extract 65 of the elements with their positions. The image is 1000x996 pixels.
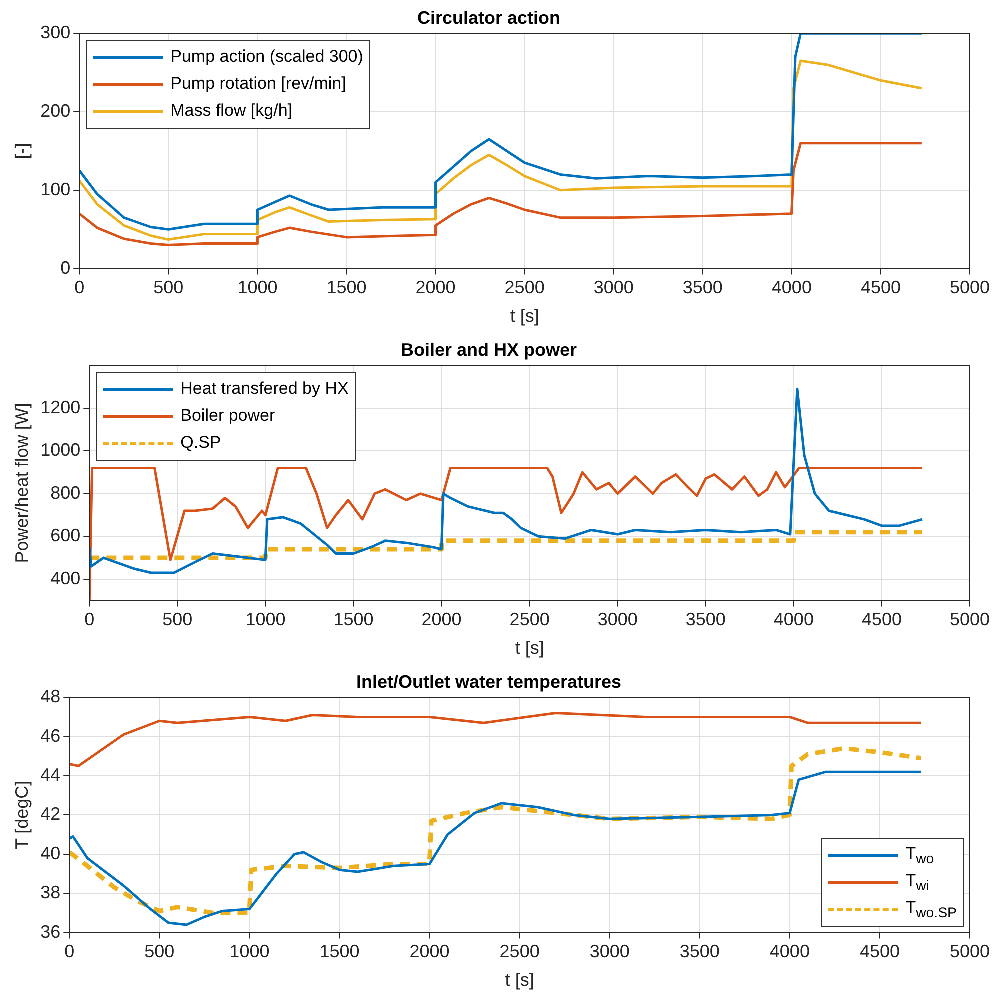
x-tick-label: 1000 — [238, 278, 278, 298]
legend-label: T$_{wo.SP}$ — [906, 898, 957, 921]
x-tick-label: 4500 — [860, 942, 900, 962]
legend-label: Pump rotation [rev/min] — [170, 74, 346, 94]
x-tick-label: 5000 — [950, 942, 990, 962]
y-axis-title: [-] — [12, 143, 32, 160]
chart-title: Boiler and HX power — [400, 340, 578, 360]
legend-label: Heat transfered by HX — [180, 379, 349, 400]
y-tick-label: 42 — [40, 804, 61, 824]
chart-title: Circulator action — [417, 8, 561, 28]
x-tick-label: 500 — [144, 942, 175, 962]
y-tick-label: 1200 — [40, 397, 81, 418]
x-tick-label: 2000 — [422, 610, 462, 630]
x-tick-label: 3000 — [590, 942, 630, 962]
y-tick-label: 40 — [40, 843, 61, 864]
y-tick-label: 800 — [50, 482, 81, 503]
y-tick-label: 36 — [40, 922, 61, 942]
x-tick-label: 0 — [84, 610, 95, 630]
legend-label: Q.SP — [180, 433, 222, 454]
legend-label: T$_{wi}$ — [906, 870, 930, 894]
y-tick-label: 400 — [50, 568, 81, 588]
x-axis-title: t [s] — [510, 306, 540, 326]
x-tick-label: 5000 — [950, 610, 990, 630]
y-tick-label: 48 — [40, 686, 61, 707]
x-tick-label: 2500 — [504, 278, 545, 298]
x-tick-label: 1500 — [320, 942, 360, 962]
y-tick-label: 200 — [40, 100, 71, 121]
chart-title: Inlet/Outlet water temperatures — [356, 672, 622, 692]
x-tick-label: 3000 — [594, 278, 634, 298]
legend-label: Pump action (scaled 300) — [170, 47, 364, 68]
y-tick-label: 300 — [40, 22, 71, 43]
x-tick-label: 500 — [154, 278, 184, 298]
x-tick-label: 4500 — [860, 278, 901, 298]
x-tick-label: 3500 — [682, 278, 723, 298]
legend-label: Boiler power — [180, 406, 276, 426]
y-tick-label: 44 — [40, 764, 61, 785]
x-tick-label: 3000 — [598, 610, 638, 630]
x-tick-label: 2000 — [410, 942, 450, 962]
y-tick-label: 600 — [50, 526, 81, 546]
y-tick-label: 100 — [40, 179, 71, 200]
x-tick-label: 2500 — [510, 610, 550, 630]
x-tick-label: 4000 — [772, 278, 812, 298]
y-tick-label: 46 — [40, 726, 61, 746]
legend-label: T$_{wo}$ — [906, 844, 934, 867]
x-tick-label: 2000 — [416, 278, 456, 298]
x-tick-label: 4000 — [770, 942, 810, 962]
y-axis-title: T [degC] — [12, 780, 32, 850]
x-tick-label: 500 — [162, 610, 193, 630]
x-tick-label: 1500 — [326, 278, 367, 298]
legend-label: Mass flow [kg/h] — [170, 101, 292, 122]
x-tick-label: 3500 — [680, 942, 720, 962]
x-tick-label: 1000 — [246, 610, 286, 630]
y-tick-label: 38 — [40, 882, 61, 903]
x-tick-label: 5000 — [950, 278, 990, 298]
x-tick-label: 1000 — [230, 942, 270, 962]
y-tick-label: 1000 — [40, 440, 81, 460]
x-tick-label: 4500 — [862, 610, 902, 630]
x-tick-label: 3500 — [686, 610, 726, 630]
x-tick-label: 1500 — [334, 610, 374, 630]
x-axis-title: t [s] — [505, 970, 534, 990]
y-axis-title: Power/heat flow [W] — [12, 403, 32, 564]
y-tick-label: 0 — [60, 258, 71, 278]
x-tick-label: 2500 — [500, 942, 540, 962]
x-axis-title: t [s] — [515, 638, 544, 658]
x-tick-label: 4000 — [774, 610, 814, 630]
